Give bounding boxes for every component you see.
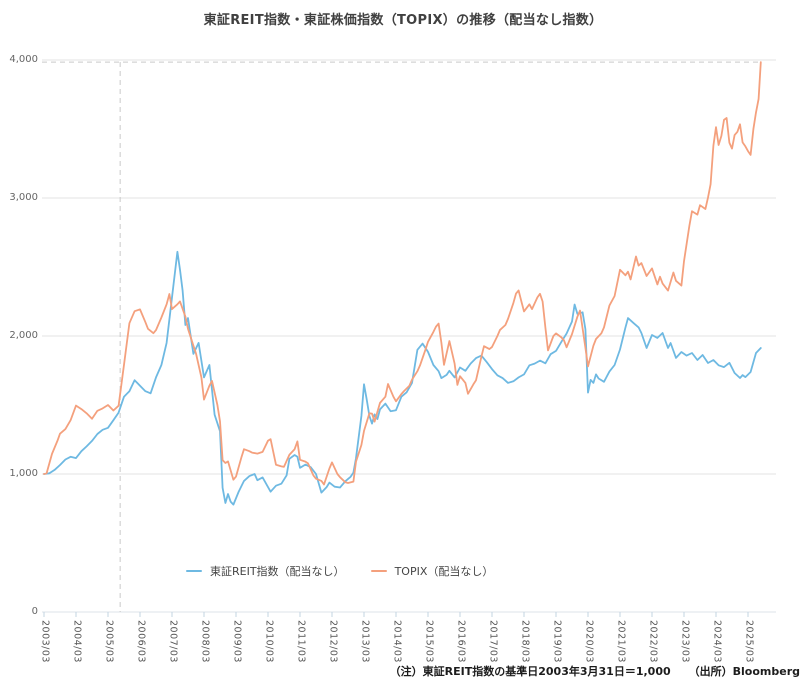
x-tick-label: 2003/03: [39, 620, 51, 663]
x-tick-label: 2019/03: [551, 620, 563, 663]
y-tick-label: 0: [31, 606, 38, 617]
y-tick-label: 1,000: [9, 468, 38, 479]
topix-line: [43, 61, 762, 486]
legend-item-reit: 東証REIT指数（配当なし）: [186, 563, 345, 579]
legend-item-topix: TOPIX（配当なし）: [370, 563, 494, 579]
x-tick-label: 2006/03: [135, 620, 147, 663]
x-tick-label: 2011/03: [295, 620, 307, 663]
x-tick-label: 2020/03: [583, 620, 595, 663]
legend: 東証REIT指数（配当なし） TOPIX（配当なし）: [186, 563, 493, 579]
legend-label-topix: TOPIX（配当なし）: [394, 565, 494, 578]
x-tick-label: 2004/03: [71, 620, 83, 663]
x-tick-label: 2017/03: [487, 620, 499, 663]
reit-line-swatch: [186, 569, 202, 573]
x-tick-label: 2014/03: [391, 620, 403, 663]
x-tick-label: 2023/03: [679, 620, 691, 663]
footnote-note: （注）東証REIT指数の基準日2003年3月31日＝1,000: [389, 665, 671, 678]
x-tick-label: 2025/03: [743, 620, 755, 663]
y-tick-label: 3,000: [9, 192, 38, 203]
x-tick-label: 2013/03: [359, 620, 371, 663]
x-tick-label: 2005/03: [103, 620, 115, 663]
footnote: （注）東証REIT指数の基準日2003年3月31日＝1,000 （出所）Bloom…: [390, 663, 800, 679]
x-tick-label: 2010/03: [263, 620, 275, 663]
footnote-source: （出所）Bloomberg: [688, 665, 800, 678]
y-tick-label: 2,000: [9, 330, 38, 341]
x-tick-label: 2016/03: [455, 620, 467, 663]
x-tick-label: 2008/03: [199, 620, 211, 663]
chart-title: 東証REIT指数・東証株価指数（TOPIX）の推移（配当なし指数）: [203, 13, 603, 28]
x-tick-label: 2018/03: [519, 620, 531, 663]
x-tick-label: 2024/03: [711, 620, 723, 663]
x-tick-label: 2015/03: [423, 620, 435, 663]
reit-line: [43, 250, 762, 506]
x-tick-label: 2007/03: [167, 620, 179, 663]
x-tick-label: 2021/03: [615, 620, 627, 663]
y-tick-label: 4,000: [9, 54, 38, 65]
x-tick-label: 2012/03: [327, 620, 339, 663]
topix-line-swatch: [370, 569, 387, 573]
x-tick-label: 2009/03: [231, 620, 243, 663]
legend-label-reit: 東証REIT指数（配当なし）: [210, 565, 345, 578]
x-tick-label: 2022/03: [647, 620, 659, 663]
